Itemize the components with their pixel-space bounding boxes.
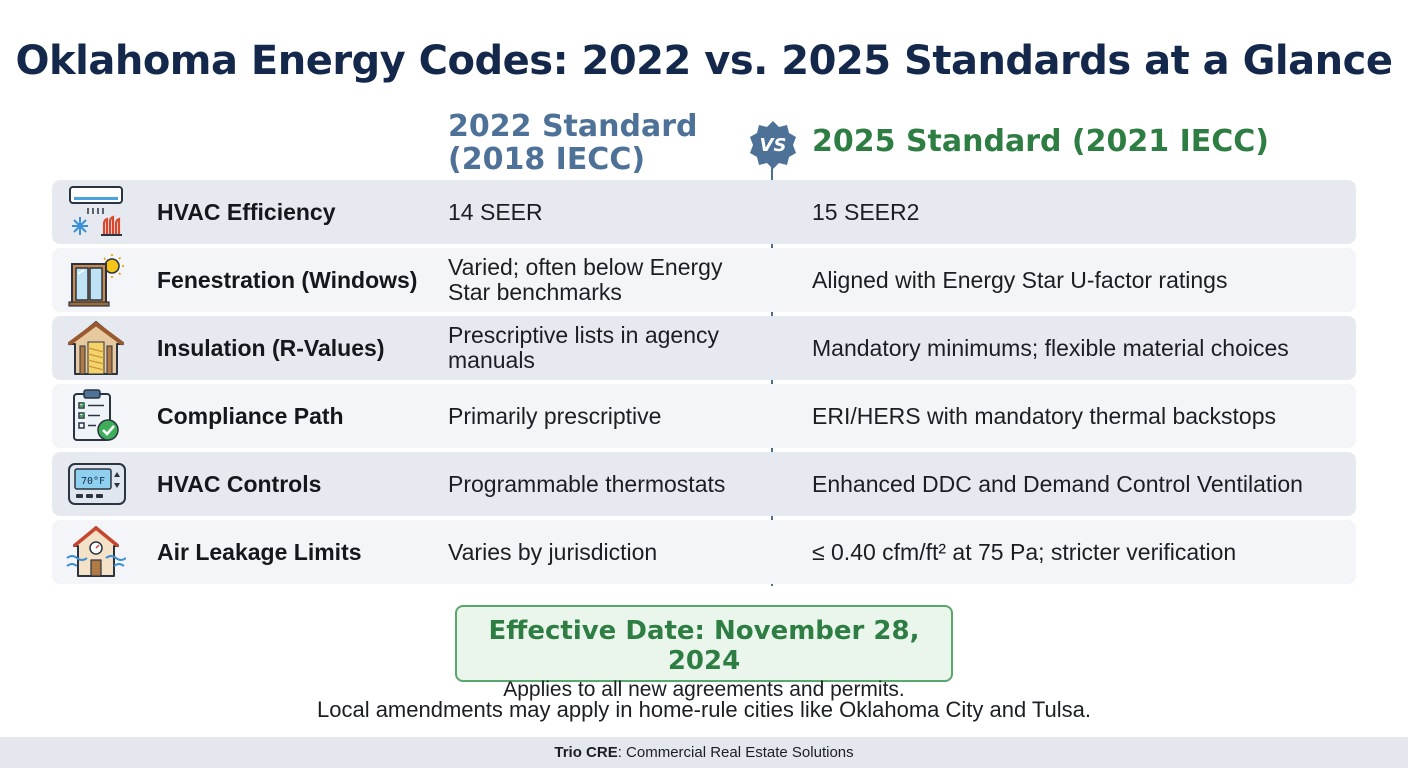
row-value-2022: Primarily prescriptive <box>448 402 662 429</box>
row-value-2022: Programmable thermostats <box>448 470 726 497</box>
air-conditioner-icon <box>66 184 126 240</box>
row-label: HVAC Efficiency <box>157 198 336 225</box>
footer-bar: Trio CRE: Commercial Real Estate Solutio… <box>0 737 1408 768</box>
page-title: Oklahoma Energy Codes: 2022 vs. 2025 Sta… <box>15 38 1393 84</box>
effective-applies: Applies to all new agreements and permit… <box>503 678 905 701</box>
column-header-2025: 2025 Standard (2021 IECC) <box>812 124 1269 159</box>
thermostat-icon: 70°F <box>66 456 126 512</box>
effective-date: Effective Date: November 28, 2024 <box>488 616 920 676</box>
row-value-2025: ERI/HERS with mandatory thermal backstop… <box>812 402 1277 429</box>
table-row-air-leakage: Air Leakage Limits Varies by jurisdictio… <box>52 520 1356 584</box>
table-row-insulation: Insulation (R-Values) Prescriptive lists… <box>52 316 1356 380</box>
row-value-2025: Aligned with Energy Star U-factor rating… <box>812 266 1228 293</box>
table-row-hvac-controls: 70°F HVAC Controls Programmable thermost… <box>52 452 1356 516</box>
row-value-2025: ≤ 0.40 cfm/ft² at 75 Pa; stricter verifi… <box>812 538 1237 565</box>
row-value-2022: Varied; often below Energy Star benchmar… <box>448 254 723 305</box>
row-label: HVAC Controls <box>157 470 322 497</box>
house-insulation-icon <box>66 320 126 376</box>
table-row-hvac-efficiency: HVAC Efficiency 14 SEER 15 SEER2 <box>52 180 1356 244</box>
effective-date-box: Effective Date: November 28, 2024 Applie… <box>455 605 953 701</box>
row-label: Air Leakage Limits <box>157 538 362 565</box>
table-row-compliance-path: Compliance Path Primarily prescriptive E… <box>52 384 1356 448</box>
vs-badge-icon: VS <box>748 120 798 170</box>
row-value-2025: 15 SEER2 <box>812 198 920 225</box>
table-row-fenestration: Fenestration (Windows) Varied; often bel… <box>52 248 1356 312</box>
row-value-2022: Varies by jurisdiction <box>448 538 658 565</box>
house-airflow-icon <box>66 524 127 580</box>
row-value-2022: 14 SEER <box>448 198 543 225</box>
vs-label: VS <box>759 134 787 156</box>
column-header-2022: 2022 Standard (2018 IECC) <box>448 109 698 177</box>
row-label: Fenestration (Windows) <box>157 266 418 293</box>
row-value-2022: Prescriptive lists in agency manuals <box>448 322 719 373</box>
footer-brand: Trio CRE <box>554 744 618 761</box>
thermostat-display-text: 70°F <box>81 476 105 487</box>
window-sun-icon <box>66 252 126 308</box>
clipboard-check-icon <box>66 388 126 444</box>
row-value-2025: Enhanced DDC and Demand Control Ventilat… <box>812 470 1303 497</box>
footer-tagline: : Commercial Real Estate Solutions <box>617 744 854 761</box>
local-amendments-note: Local amendments may apply in home-rule … <box>316 697 1092 722</box>
row-label: Insulation (R-Values) <box>157 334 385 361</box>
row-label: Compliance Path <box>157 402 344 429</box>
comparison-table: HVAC Efficiency 14 SEER 15 SEER2 <box>52 180 1356 588</box>
row-value-2025: Mandatory minimums; flexible material ch… <box>812 334 1289 361</box>
